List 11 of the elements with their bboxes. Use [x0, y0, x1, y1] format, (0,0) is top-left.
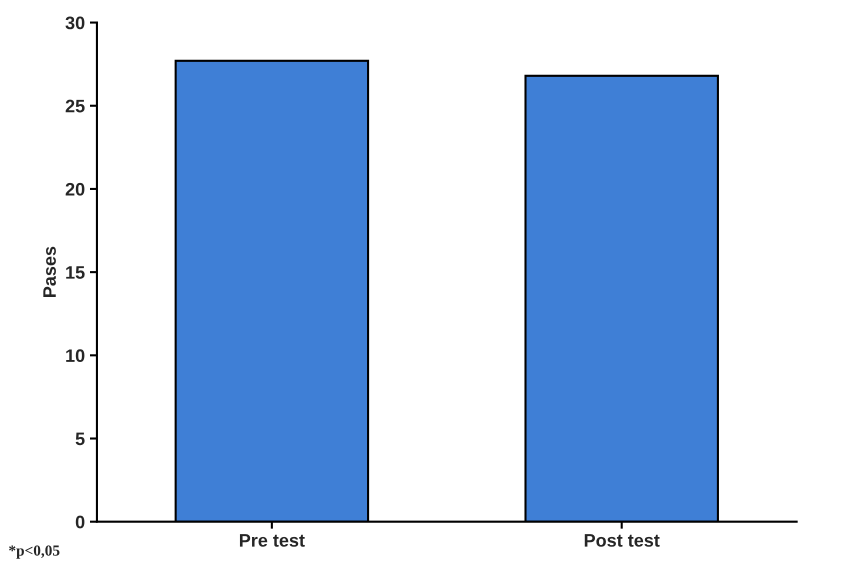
x-tick-label: Pre test — [240, 534, 305, 547]
text: *p<0,05 — [9, 545, 60, 559]
y-tick-label: 15 — [66, 266, 85, 279]
y-tick-label: 5 — [76, 432, 85, 446]
y-axis-title: Pases — [43, 246, 56, 298]
y-tick-label: 30 — [65, 16, 84, 30]
y-tick-label: 20 — [66, 182, 84, 196]
x-tick-label: Post test — [584, 534, 660, 547]
y-tick-label: 0 — [76, 516, 84, 528]
y-tick-label: 25 — [66, 100, 85, 112]
y-tick-label: 10 — [66, 349, 84, 362]
